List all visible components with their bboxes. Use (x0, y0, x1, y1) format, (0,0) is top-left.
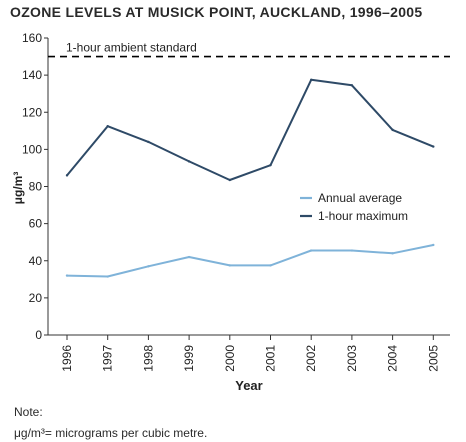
note-label: Note: (14, 405, 43, 419)
data-point (106, 275, 109, 278)
y-tick-label: 80 (29, 180, 43, 194)
data-point (65, 174, 69, 177)
x-tick-label: 2003 (345, 345, 359, 372)
axes (47, 38, 450, 336)
note-text: μg/m³= micrograms per cubic metre. (14, 426, 208, 440)
data-point (350, 249, 354, 252)
data-point (310, 78, 313, 81)
y-tick-label: 140 (22, 68, 42, 82)
x-axis-label: Year (235, 378, 262, 393)
data-point (269, 264, 272, 267)
data-point (228, 178, 231, 182)
data-point (350, 84, 354, 87)
data-point (391, 252, 394, 255)
x-tick-label: 2004 (386, 345, 400, 372)
x-tick-label: 2000 (223, 345, 237, 372)
legend-label: Annual average (318, 191, 402, 205)
x-tick-label: 1998 (141, 345, 155, 372)
x-tick-label: 2005 (426, 345, 440, 372)
series-line-1 (66, 78, 434, 181)
x-tick-label: 2001 (264, 345, 278, 372)
y-tick-label: 160 (22, 31, 42, 45)
legend-label: 1-hour maximum (318, 209, 408, 223)
tick-labels: 0 20 40 60 80 100 120 140 160 1996 1997 1998 1999 200… (22, 31, 440, 372)
y-tick-label: 120 (22, 105, 42, 119)
reference-line-group: 1-hour ambient standard (48, 41, 450, 58)
data-point (147, 140, 150, 144)
series-lines (65, 78, 435, 278)
y-tick-label: 100 (22, 142, 42, 156)
x-tick-label: 2002 (304, 345, 318, 372)
data-point (228, 264, 231, 267)
legend: Annual average 1-hour maximum (300, 191, 408, 223)
y-tick-label: 40 (29, 254, 43, 268)
data-point (391, 128, 394, 132)
data-point (187, 160, 191, 163)
chart-title: OZONE LEVELS AT MUSICK POINT, AUCKLAND, … (10, 4, 423, 20)
data-point (187, 255, 191, 259)
data-point (269, 163, 272, 167)
data-point (310, 249, 313, 252)
data-point (432, 145, 435, 148)
y-tick-label: 20 (29, 291, 43, 305)
x-tick-label: 1996 (60, 345, 74, 372)
x-tick-label: 1999 (182, 345, 196, 372)
series-line-0 (66, 244, 434, 278)
data-point (432, 243, 435, 247)
y-tick-label: 60 (29, 217, 43, 231)
reference-line-label: 1-hour ambient standard (66, 41, 197, 55)
data-point (106, 124, 109, 128)
data-point (65, 274, 69, 277)
data-point (147, 265, 150, 268)
y-axis-label: μg/m³ (11, 172, 25, 205)
x-tick-label: 1997 (101, 345, 115, 372)
y-tick-label: 0 (35, 328, 42, 342)
